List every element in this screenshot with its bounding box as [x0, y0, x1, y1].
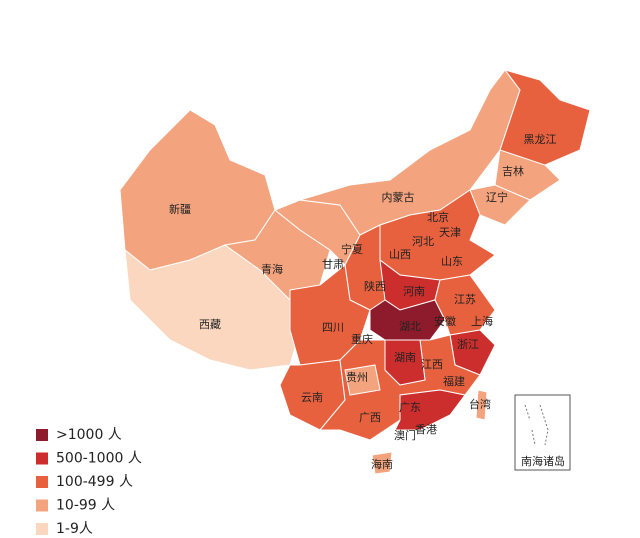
- inset-frame: [514, 394, 571, 471]
- legend-label: 100-499 人: [56, 474, 133, 490]
- region-label: 湖南: [394, 351, 416, 364]
- region-label: 黑龙江: [524, 133, 557, 146]
- region-label: 澳门: [394, 428, 416, 442]
- region-label: 西藏: [199, 318, 221, 331]
- region-label: 陕西: [364, 279, 386, 293]
- region-label: 安徽: [434, 314, 456, 328]
- region-label: 内蒙古: [382, 190, 415, 204]
- inset-label: 南海诸岛: [521, 454, 565, 468]
- legend-swatch: [36, 452, 48, 465]
- region-label: 江苏: [454, 293, 476, 306]
- region-label: 青海: [261, 262, 283, 276]
- legend-label: 500-1000 人: [56, 451, 142, 467]
- province-shape: [384, 339, 426, 386]
- province-shape: [371, 451, 393, 475]
- region-label: 浙江: [457, 338, 479, 351]
- legend-swatch: [36, 476, 48, 488]
- region-label: 广东: [399, 401, 421, 414]
- legend-label: >1000 人: [56, 427, 122, 443]
- province-shape: [289, 264, 371, 366]
- legend-swatch: [36, 523, 48, 535]
- region-label: 四川: [322, 321, 344, 334]
- region-label: 重庆: [351, 332, 373, 346]
- region-label: 上海: [471, 314, 493, 328]
- region-label: 甘肃: [322, 258, 344, 271]
- legend-swatch: [36, 429, 48, 441]
- province-shape: [475, 389, 488, 421]
- region-label: 福建: [443, 374, 465, 388]
- province-shape: [494, 149, 561, 201]
- region-label: 山东: [441, 255, 463, 268]
- region-label: 江西: [421, 358, 443, 371]
- region-label: 云南: [301, 391, 323, 404]
- region-label: 宁夏: [341, 242, 363, 256]
- legend-swatch: [36, 499, 48, 512]
- legend: >1000 人 500-1000 人 100-499 人 10-99 人 1-9人: [36, 427, 142, 537]
- legend-label: 1-9人: [56, 521, 93, 537]
- province-shape: [499, 69, 591, 166]
- region-label: 广西: [359, 411, 381, 424]
- region-label: 吉林: [502, 164, 524, 178]
- region-label: 辽宁: [486, 190, 508, 204]
- region-label: 台湾: [469, 397, 491, 411]
- region-label: 山西: [389, 248, 411, 261]
- region-label: 香港: [415, 423, 437, 436]
- province-shape: [344, 364, 381, 396]
- region-label: 天津: [439, 226, 461, 239]
- region-label: 新疆: [169, 202, 191, 216]
- legend-label: 10-99 人: [56, 498, 115, 514]
- region-label: 北京: [427, 210, 449, 224]
- region-label: 河南: [403, 285, 425, 298]
- region-label: 河北: [412, 235, 434, 248]
- region-label: 贵州: [346, 371, 368, 384]
- region-label: 海南: [371, 457, 393, 471]
- province-shape: [394, 389, 466, 431]
- region-label: 湖北: [399, 320, 421, 333]
